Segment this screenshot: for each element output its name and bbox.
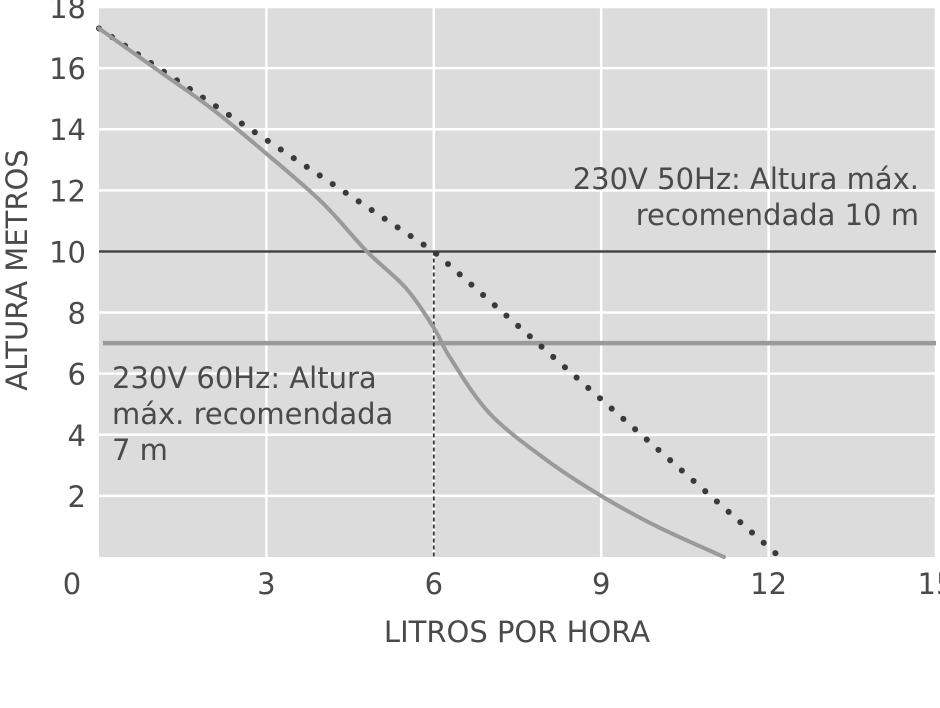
annotation-60hz-line: 7 m [112,433,168,467]
plot-area [99,7,936,557]
x-tick-label: 6 [425,567,443,601]
annotation-50hz-line: 230V 50Hz: Altura máx. [573,162,919,196]
y-axis-title: ALTURA METROS [0,149,34,390]
x-tick-labels: 0 3 6 9 12 15 [63,567,940,601]
y-tick-label: 14 [49,113,86,147]
series-line-solid [97,26,726,559]
annotation-50hz-line: recomendada 10 m [636,198,919,232]
y-tick-label: 18 [49,0,86,25]
x-tick-label: 3 [257,567,275,601]
y-tick-labels: 2 4 6 8 10 12 14 16 18 [49,0,86,514]
y-tick-label: 8 [68,297,86,331]
y-tick-label: 10 [49,235,86,269]
y-tick-label: 2 [68,480,86,514]
reference-lines [99,250,936,557]
y-tick-label: 6 [68,358,86,392]
x-tick-label: 12 [750,567,787,601]
x-tick-label: 9 [592,567,610,601]
annotation-60hz-line: máx. recomendada [112,397,393,431]
x-axis-title: LITROS POR HORA [384,615,650,649]
y-tick-label: 16 [49,52,86,86]
x-tick-label: 15 [918,567,940,601]
y-tick-label: 12 [49,174,86,208]
y-tick-label: 4 [68,419,86,453]
annotation-60hz-line: 230V 60Hz: Altura [112,361,377,395]
series-lines [96,25,783,560]
annotations: 230V 50Hz: Altura máx.recomendada 10 m 23… [112,162,919,467]
x-tick-label: 0 [63,567,81,601]
